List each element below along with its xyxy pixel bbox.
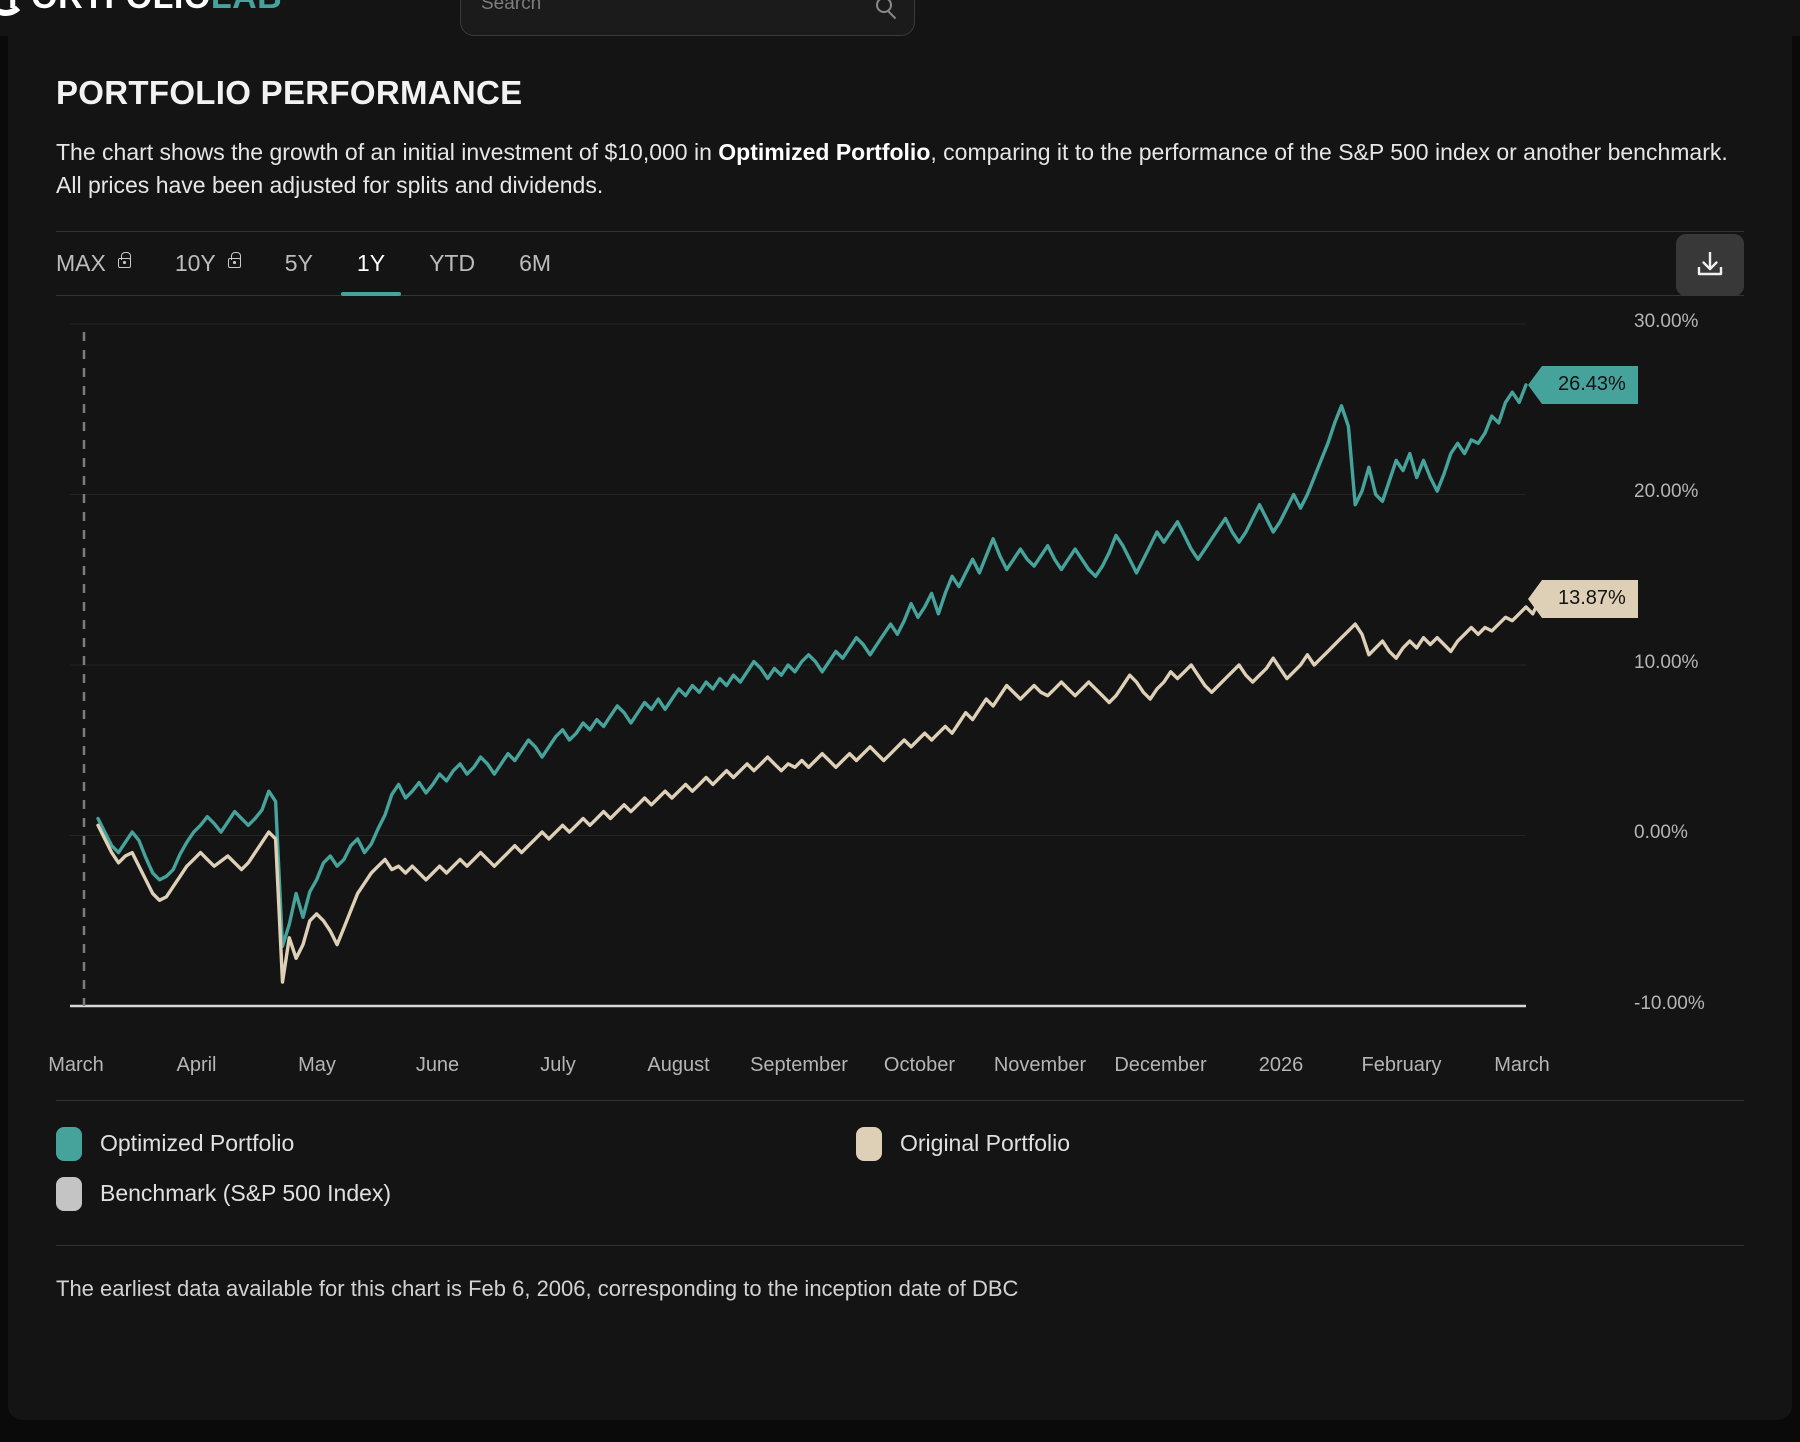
- range-tab-10y[interactable]: 10Y: [174, 231, 242, 295]
- y-axis-tick-label: -10.00%: [1634, 992, 1705, 1014]
- x-axis-tick-label: February: [1361, 1053, 1442, 1076]
- chart-legend: Optimized Portfolio Original Portfolio Ben…: [56, 1126, 1744, 1245]
- range-tab-label: 10Y: [174, 249, 216, 276]
- brand-accent: LAB: [211, 0, 282, 16]
- range-tabbar: MAX 10Y 5Y 1Y YTD 6M: [56, 231, 1744, 297]
- x-axis-tick-label: July: [540, 1053, 576, 1076]
- chart-footnote: The earliest data available for this cha…: [56, 1275, 1019, 1301]
- chart-x-axis: March April May June July August September Octo…: [48, 1048, 1744, 1092]
- legend-item[interactable]: Original Portfolio: [856, 1126, 1071, 1161]
- range-tab-label: YTD: [429, 249, 476, 276]
- search-icon: [876, 0, 892, 13]
- range-tab-label: 1Y: [356, 249, 386, 276]
- site-header: PORTFOLIOLAB Search Discussions: [0, 0, 1800, 36]
- y-axis-tick-label: 10.00%: [1634, 651, 1699, 673]
- download-icon: [1697, 251, 1723, 275]
- logo-icon: [0, 0, 26, 16]
- legend-label: Optimized Portfolio: [100, 1130, 295, 1157]
- range-tab-5y[interactable]: 5Y: [285, 231, 313, 295]
- range-tab-max[interactable]: MAX: [56, 231, 132, 295]
- lock-icon: [227, 252, 242, 269]
- lede-strong: Optimized Portfolio: [718, 139, 931, 165]
- range-tab-1y[interactable]: 1Y: [340, 231, 402, 297]
- x-axis-tick-label: 2026: [1258, 1053, 1304, 1076]
- legend-label: Benchmark (S&P 500 Index): [100, 1180, 392, 1207]
- range-tab-label: MAX: [56, 249, 106, 276]
- nav-item-discussions[interactable]: Discussions: [1657, 0, 1764, 1]
- series-line-original-portfolio: [96, 596, 1542, 984]
- end-value-text: 13.87%: [1558, 587, 1626, 610]
- range-tab-ytd[interactable]: YTD: [429, 231, 475, 295]
- brand-main: PORTFOLIO: [8, 0, 211, 16]
- lede-part-2: , comparing it to the performance of the…: [56, 139, 1728, 199]
- search-input[interactable]: Search: [460, 0, 915, 36]
- end-value-badge: 13.87%: [1528, 579, 1638, 618]
- range-tab-label: 6M: [519, 249, 552, 276]
- lede-part-1: The chart shows the growth of an initial…: [56, 139, 719, 165]
- end-value-text: 26.43%: [1558, 373, 1626, 396]
- performance-chart[interactable]: 30.00% 20.00% 10.00% 0.00% -10.00% 26.43% 13.8…: [56, 306, 1744, 1046]
- legend-swatch: [56, 1126, 82, 1161]
- search-placeholder: Search: [481, 0, 542, 14]
- range-tab-6m[interactable]: 6M: [519, 231, 551, 295]
- page-description: The chart shows the growth of an initial…: [56, 136, 1744, 203]
- download-button[interactable]: [1676, 233, 1744, 296]
- x-axis-tick-label: October: [883, 1053, 956, 1076]
- legend-swatch: [56, 1176, 82, 1211]
- x-axis-tick-label: November: [993, 1053, 1087, 1076]
- x-axis-tick-label: June: [415, 1053, 460, 1076]
- brand-wordmark[interactable]: PORTFOLIOLAB: [8, 0, 282, 17]
- range-tab-label: 5Y: [284, 249, 313, 276]
- y-axis-tick-label: 0.00%: [1634, 822, 1688, 844]
- chart-plot-area: [70, 323, 1542, 1007]
- x-axis-tick-label: May: [298, 1053, 336, 1076]
- series-line-optimized-portfolio: [96, 382, 1528, 948]
- page-title: PORTFOLIO PERFORMANCE: [56, 74, 523, 111]
- divider-top: [56, 230, 1744, 232]
- x-axis-tick-label: December: [1114, 1053, 1207, 1076]
- y-axis-tick-label: 30.00%: [1634, 310, 1699, 332]
- y-axis-tick-label: 20.00%: [1634, 481, 1699, 503]
- portfolio-performance-card: PORTFOLIO PERFORMANCE The chart shows th…: [8, 20, 1792, 1420]
- divider-footer: [56, 1244, 1744, 1246]
- lock-icon: [117, 252, 132, 269]
- legend-swatch: [856, 1126, 882, 1161]
- legend-label: Original Portfolio: [900, 1130, 1071, 1157]
- end-value-badge: 26.43%: [1528, 365, 1638, 404]
- legend-item[interactable]: Optimized Portfolio: [56, 1126, 295, 1161]
- x-axis-tick-label: September: [750, 1053, 848, 1076]
- x-axis-tick-label: March: [48, 1053, 104, 1076]
- divider-below-axis: [56, 1099, 1744, 1101]
- x-axis-tick-label: August: [647, 1053, 710, 1076]
- x-axis-tick-label: March: [1494, 1053, 1550, 1076]
- legend-item[interactable]: Benchmark (S&P 500 Index): [56, 1176, 392, 1211]
- x-axis-tick-label: April: [176, 1053, 217, 1076]
